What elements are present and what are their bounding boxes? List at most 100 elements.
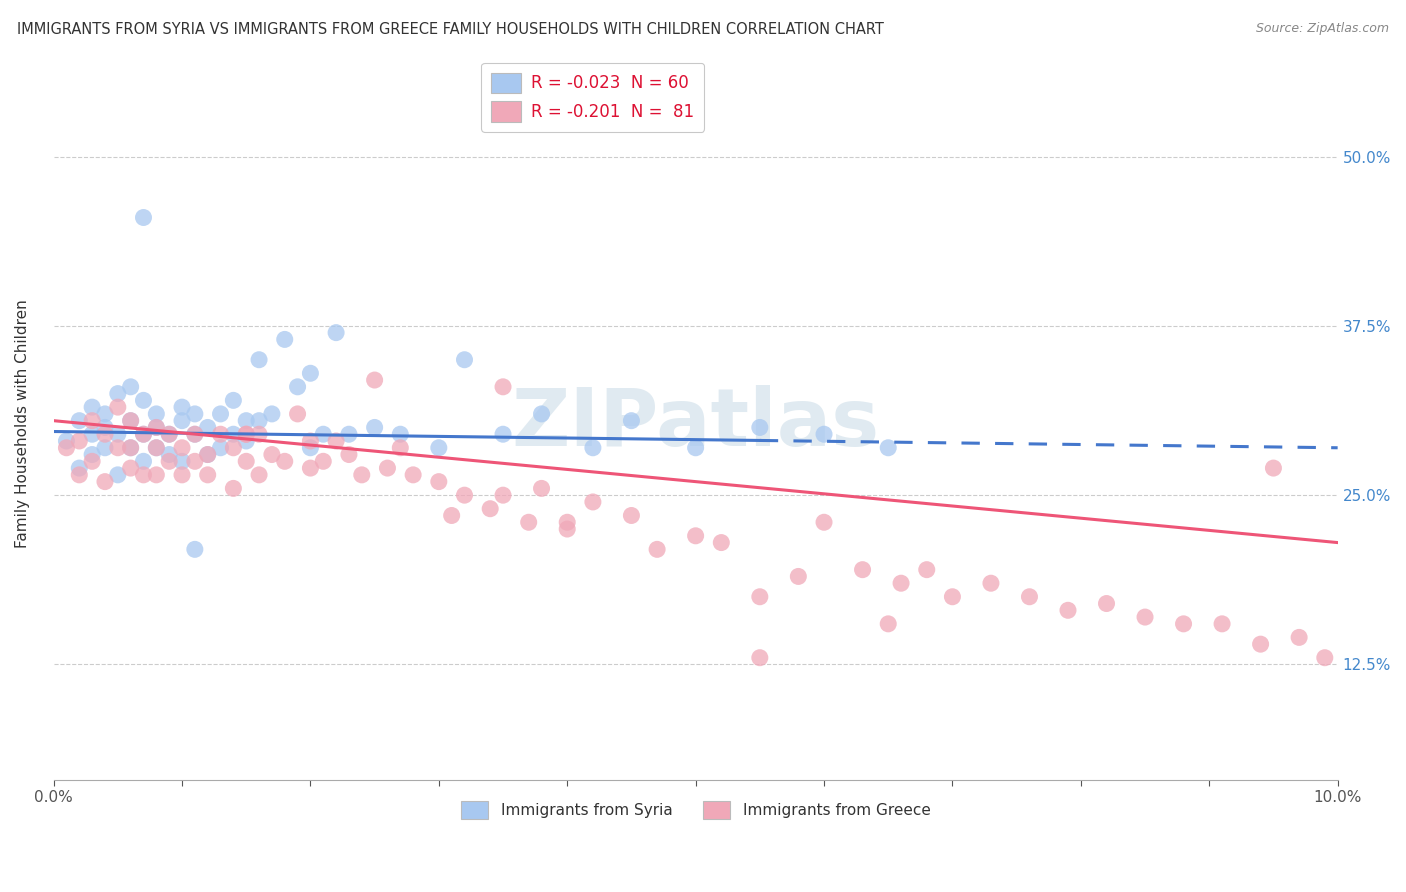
Point [1211,616,1233,631]
Point [645,542,668,557]
Point [582,495,605,509]
Point [312,454,335,468]
Point [337,427,360,442]
Point [82,448,104,462]
Point [748,590,770,604]
Point [184,407,207,421]
Point [222,427,245,442]
Point [1057,603,1080,617]
Point [235,434,257,448]
Point [312,427,335,442]
Point [197,448,219,462]
Point [260,407,283,421]
Point [517,515,540,529]
Text: Source: ZipAtlas.com: Source: ZipAtlas.com [1256,22,1389,36]
Point [813,515,835,529]
Point [453,488,475,502]
Point [67,414,90,428]
Point [787,569,810,583]
Point [235,414,257,428]
Point [132,393,155,408]
Point [287,407,309,421]
Point [620,414,643,428]
Point [1288,631,1310,645]
Point [941,590,963,604]
Point [222,393,245,408]
Point [170,467,193,482]
Point [145,441,167,455]
Point [55,434,77,448]
Point [197,448,219,462]
Point [915,563,938,577]
Point [82,454,104,468]
Point [299,461,322,475]
Point [145,407,167,421]
Point [890,576,912,591]
Legend: Immigrants from Syria, Immigrants from Greece: Immigrants from Syria, Immigrants from G… [454,795,936,825]
Point [685,529,707,543]
Point [120,380,142,394]
Point [492,488,515,502]
Point [363,373,385,387]
Point [877,616,900,631]
Point [132,467,155,482]
Point [274,333,297,347]
Point [1313,650,1336,665]
Point [427,475,450,489]
Point [67,461,90,475]
Point [145,441,167,455]
Point [94,475,117,489]
Point [377,461,399,475]
Point [247,427,270,442]
Point [209,427,232,442]
Point [184,454,207,468]
Text: IMMIGRANTS FROM SYRIA VS IMMIGRANTS FROM GREECE FAMILY HOUSEHOLDS WITH CHILDREN : IMMIGRANTS FROM SYRIA VS IMMIGRANTS FROM… [17,22,884,37]
Point [325,434,347,448]
Point [55,441,77,455]
Point [1095,597,1118,611]
Point [209,407,232,421]
Point [813,427,835,442]
Point [170,454,193,468]
Y-axis label: Family Households with Children: Family Households with Children [15,300,30,549]
Point [247,467,270,482]
Text: ZIPatlas: ZIPatlas [512,385,880,463]
Point [94,427,117,442]
Point [530,407,553,421]
Point [851,563,873,577]
Point [67,434,90,448]
Point [120,414,142,428]
Point [299,441,322,455]
Point [209,441,232,455]
Point [132,454,155,468]
Point [82,427,104,442]
Point [132,427,155,442]
Point [107,441,129,455]
Point [197,420,219,434]
Point [145,467,167,482]
Point [120,441,142,455]
Point [492,427,515,442]
Point [325,326,347,340]
Point [530,482,553,496]
Point [107,467,129,482]
Point [1250,637,1272,651]
Point [479,501,502,516]
Point [197,467,219,482]
Point [170,441,193,455]
Point [260,448,283,462]
Point [350,467,373,482]
Point [299,366,322,380]
Point [287,380,309,394]
Point [222,441,245,455]
Point [247,414,270,428]
Point [685,441,707,455]
Point [299,434,322,448]
Point [170,400,193,414]
Point [184,542,207,557]
Point [107,427,129,442]
Point [582,441,605,455]
Point [555,522,578,536]
Point [120,441,142,455]
Point [1173,616,1195,631]
